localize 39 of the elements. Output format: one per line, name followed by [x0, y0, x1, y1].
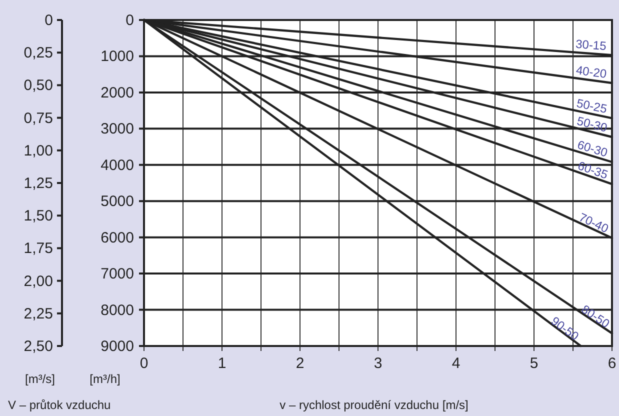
text: 40-20: [575, 63, 608, 82]
y-tick-label: 0: [126, 12, 134, 29]
y-tick-label: 9000: [100, 338, 134, 355]
text: 60-35: [576, 158, 610, 182]
y2-tick-label: 0,25: [24, 44, 53, 62]
y2-tick-label: 0: [44, 12, 53, 29]
y2-tick-label: 2,50: [24, 338, 53, 355]
y2-tick-label: 0,75: [24, 110, 53, 127]
series-label: 30-15: [575, 36, 608, 54]
text: V – průtok vzduchu: [8, 398, 111, 412]
y-tick-label: 4000: [100, 156, 134, 174]
x-tick-label: 6: [608, 355, 616, 372]
x-tick-label: 0: [140, 355, 148, 372]
x-tick-label: 1: [218, 355, 226, 372]
x-tick-label: 4: [452, 355, 460, 372]
y2-axis-title: [m³/s]: [25, 372, 55, 386]
x-tick-label: 5: [530, 355, 538, 372]
y-tick-label: 7000: [100, 266, 134, 283]
y-tick-label: 6000: [100, 229, 134, 246]
y-tick-label: 2000: [100, 84, 134, 102]
text: 50-25: [575, 96, 609, 116]
x-tick-label: 2: [296, 355, 304, 372]
y-tick-label: 3000: [100, 120, 134, 138]
y2-tick-label: 2,25: [24, 305, 53, 322]
text: 60-30: [576, 138, 610, 160]
x-tick-label: 3: [374, 355, 382, 372]
y2-tick-label: 1,25: [24, 175, 53, 192]
text: 50-30: [575, 114, 609, 135]
x-axis-title: v – rychlost proudění vzduchu [m/s]: [280, 398, 468, 412]
y2-tick-label: 1,00: [24, 142, 53, 160]
text: 70-40: [576, 210, 611, 236]
y-tick-label: 8000: [100, 302, 134, 319]
y2-tick-label: 2,00: [24, 272, 53, 290]
y2-tick-label: 1,75: [24, 240, 53, 258]
y-axis-title: [m³/h]: [90, 372, 120, 386]
y2-tick-label: 0,50: [24, 77, 53, 94]
y2-tick-label: 1,50: [24, 208, 53, 225]
y-tick-label: 1000: [100, 48, 134, 66]
y-tick-label: 5000: [100, 193, 134, 210]
